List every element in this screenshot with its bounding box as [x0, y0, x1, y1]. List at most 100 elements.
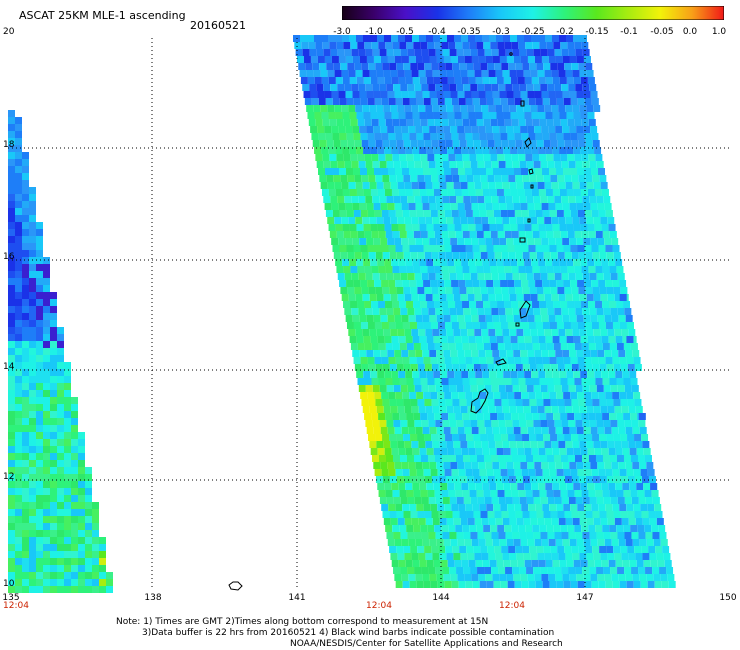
swath-cell — [587, 77, 595, 84]
swath-cell — [359, 238, 367, 245]
swath-cell — [557, 399, 565, 406]
swath-cell — [554, 196, 562, 203]
swath-cell — [445, 140, 453, 147]
swath-cell — [29, 278, 36, 285]
swath-cell — [558, 518, 566, 525]
swath-cell — [316, 161, 324, 168]
swath-cell — [652, 532, 660, 539]
swath-cell — [50, 341, 57, 348]
swath-cell — [535, 210, 543, 217]
swath-cell — [364, 301, 372, 308]
swath-cell — [654, 504, 662, 511]
swath-cell — [542, 504, 550, 511]
swath-cell — [418, 406, 426, 413]
swath-cell — [22, 327, 29, 334]
swath-cell — [501, 287, 509, 294]
swath-cell — [540, 49, 548, 56]
swath-cell — [425, 70, 433, 77]
swath-cell — [478, 574, 486, 581]
swath-cell — [465, 210, 473, 217]
swath-cell — [441, 378, 449, 385]
swath-cell — [50, 516, 57, 523]
swath-cell — [542, 245, 550, 252]
swath-cell — [8, 404, 15, 411]
swath-cell — [417, 287, 425, 294]
swath-cell — [611, 350, 619, 357]
swath-cell — [572, 294, 580, 301]
swath-cell — [608, 483, 616, 490]
swath-cell — [544, 553, 552, 560]
swath-cell — [371, 231, 379, 238]
swath-cell — [367, 210, 375, 217]
swath-cell — [50, 362, 57, 369]
swath-cell — [8, 131, 15, 138]
swath-cell — [548, 315, 556, 322]
swath-cell — [407, 567, 415, 574]
swath-cell — [478, 427, 486, 434]
swath-cell — [559, 112, 567, 119]
swath-cell — [562, 350, 570, 357]
swath-cell — [543, 476, 551, 483]
swath-cell — [392, 343, 400, 350]
swath-cell — [575, 161, 583, 168]
swath-cell — [71, 467, 78, 474]
swath-cell — [384, 147, 392, 154]
swath-cell — [521, 98, 529, 105]
swath-cell — [386, 161, 394, 168]
swath-cell — [43, 537, 50, 544]
swath-cell — [43, 460, 50, 467]
swath-cell — [605, 469, 613, 476]
swath-cell — [480, 252, 488, 259]
swath-cell — [342, 224, 350, 231]
swath-cell — [592, 364, 600, 371]
swath-cell — [496, 35, 503, 42]
swath-cell — [57, 376, 64, 383]
swath-cell — [391, 147, 399, 154]
swath-cell — [515, 252, 523, 259]
swath-cell — [496, 77, 504, 84]
swath-cell — [462, 231, 470, 238]
swath-cell — [326, 175, 334, 182]
swath-cell — [592, 511, 600, 518]
swath-cell — [404, 182, 412, 189]
swath-cell — [567, 301, 575, 308]
swath-cell — [576, 56, 584, 63]
swath-cell — [579, 329, 587, 336]
swath-cell — [626, 392, 634, 399]
swath-cell — [436, 203, 444, 210]
swath-cell — [533, 532, 541, 539]
swath-cell — [538, 560, 546, 567]
swath-cell — [494, 252, 502, 259]
swath-cell — [22, 264, 29, 271]
swath-cell — [590, 574, 598, 581]
swath-cell — [376, 441, 384, 448]
swath-cell — [597, 427, 605, 434]
swath-cell — [409, 581, 417, 588]
swath-cell — [429, 203, 437, 210]
swath-cell — [452, 364, 460, 371]
swath-cell — [413, 490, 421, 497]
swath-cell — [449, 196, 457, 203]
swath-cell — [50, 390, 57, 397]
swath-cell — [36, 481, 43, 488]
swath-cell — [552, 259, 560, 266]
swath-cell — [549, 504, 557, 511]
swath-cell — [29, 572, 36, 579]
swath-cell — [15, 257, 22, 264]
swath-cell — [368, 252, 376, 259]
swath-cell — [424, 364, 432, 371]
swath-cell — [64, 502, 71, 509]
swath-cell — [353, 245, 361, 252]
swath-cell — [578, 140, 586, 147]
swath-cell — [486, 133, 494, 140]
swath-cell — [435, 385, 443, 392]
swath-cell — [426, 560, 434, 567]
swath-cell — [499, 203, 507, 210]
swath-cell — [607, 217, 615, 224]
swath-cell — [616, 266, 624, 273]
swath-cell — [310, 56, 318, 63]
swath-cell — [421, 420, 429, 427]
swath-cell — [460, 329, 468, 336]
swath-cell — [358, 161, 366, 168]
swath-cell — [442, 196, 450, 203]
